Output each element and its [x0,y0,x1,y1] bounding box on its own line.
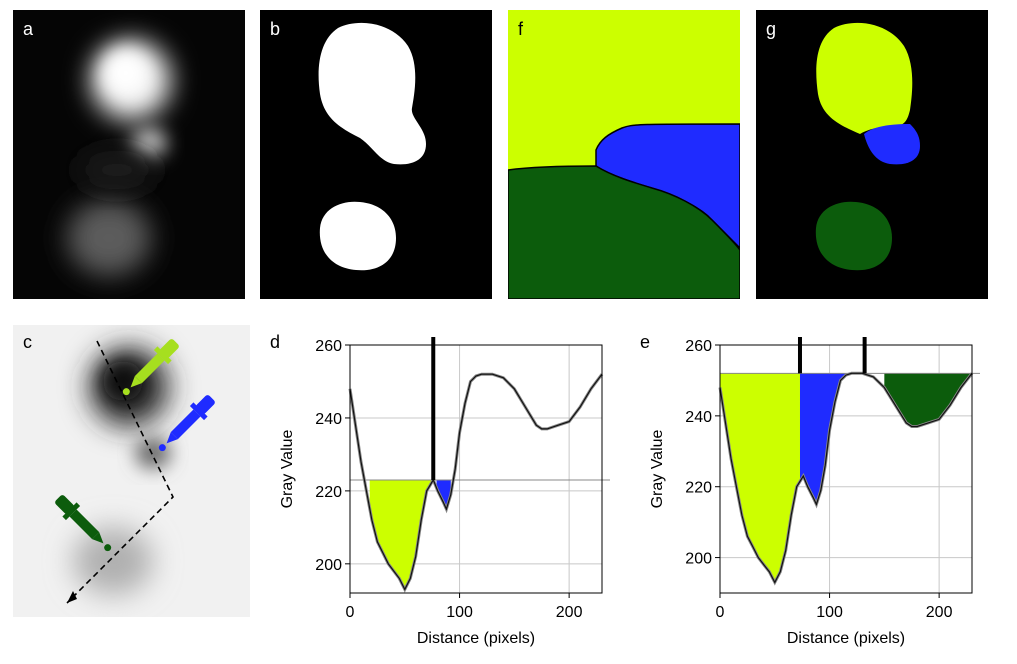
y-axis-label: Gray Value [649,429,666,508]
arrow-head-icon [67,591,77,603]
y-tick-label: 260 [685,338,712,355]
panel-letter-g: g [766,19,777,39]
fill-area-yellow [369,479,433,590]
binary-mask-image [318,22,426,271]
y-tick-label: 220 [315,484,342,501]
fill-area-yellow [720,373,800,583]
panel-g-labeled-mask: g [756,10,988,299]
panel-letter-b: b [270,19,281,39]
x-tick-label: 100 [446,604,473,621]
profile-line [719,372,973,584]
x-axis-label: Distance (pixels) [417,630,535,647]
plot-frame [719,344,973,594]
panel-letter-c: c [23,332,32,352]
region-green [508,165,740,299]
panel-f-watershed-regions: f [508,10,740,299]
x-tick-label: 0 [716,604,725,621]
y-tick-label: 240 [685,409,712,426]
labeled-blue-region [864,124,920,165]
pipette-green-icon [55,495,112,552]
profile-chart-d: 0 100 200 200 220 240 260 Distance (pixels) Gray… [279,337,610,647]
y-tick-label: 220 [685,480,712,497]
panel-letter-e: e [640,332,651,352]
fill-area-green [884,373,972,427]
pipette-blue-icon [158,395,215,452]
blurred-blobs-image [13,10,245,299]
y-tick-label: 200 [685,551,712,568]
x-tick-label: 200 [926,604,953,621]
labeled-yellow-region [816,22,913,135]
plot-frame [349,344,603,594]
panel-e-line-profile-plot: e 0 100 200 200 220 240 260 Distance (pixels) Gr… [638,325,983,655]
panel-letter-f: f [518,19,524,39]
panel-b-binary-mask: b [260,10,492,299]
pipette-yellow-icon [122,339,179,396]
profile-chart-e: 0 100 200 200 220 240 260 Distance (pixels) Gray… [649,337,980,647]
mask-bottom-region [319,201,396,271]
dashed-path-arrow-icon [66,340,174,604]
x-tick-label: 0 [346,604,355,621]
labeled-green-region [815,201,892,271]
x-tick-label: 100 [816,604,843,621]
panel-a-grayscale-image: a [13,10,245,299]
panel-letter-d: d [270,332,281,352]
y-axis-label: Gray Value [279,429,296,508]
inverted-image [13,325,250,617]
y-tick-label: 200 [315,557,342,574]
panel-c-inverted-image-with-seeds: c [13,325,250,617]
panel-d-line-profile-plot: d 0 100 200 200 220 240 260 Distance (pixels) Gr… [268,325,613,655]
labeled-mask-image [815,22,920,271]
fill-area-blue [799,373,849,505]
panel-letter-a: a [23,19,34,39]
watershed-regions-image [508,10,740,299]
y-tick-label: 260 [315,338,342,355]
x-tick-label: 200 [556,604,583,621]
y-tick-label: 240 [315,411,342,428]
profile-line [349,373,603,591]
x-axis-label: Distance (pixels) [787,630,905,647]
mask-top-region [318,22,426,165]
